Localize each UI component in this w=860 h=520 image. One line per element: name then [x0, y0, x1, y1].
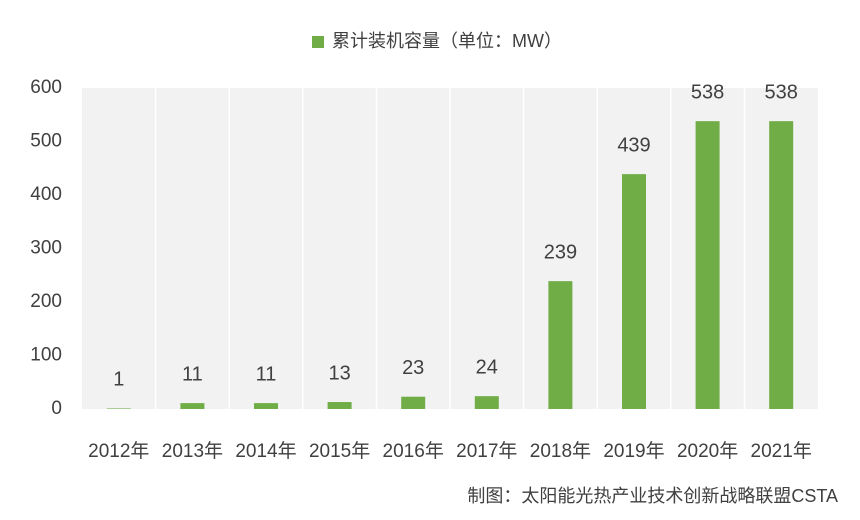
x-tick-label: 2018年 — [530, 440, 591, 462]
value-label: 538 — [765, 81, 798, 103]
bar — [327, 402, 352, 409]
value-label: 439 — [617, 134, 650, 156]
y-tick-label: 200 — [30, 291, 62, 312]
bar — [474, 396, 499, 409]
source-note: 制图：太阳能光热产业技术创新战略联盟CSTA — [467, 486, 838, 506]
value-label: 11 — [256, 363, 277, 385]
x-tick-label: 2017年 — [456, 440, 517, 462]
bar — [695, 121, 720, 410]
y-tick-label: 300 — [30, 238, 62, 259]
x-tick-label: 2013年 — [162, 440, 223, 462]
value-label: 11 — [182, 363, 203, 385]
bar — [106, 408, 131, 409]
x-tick-label: 2020年 — [677, 440, 738, 462]
y-tick-label: 500 — [30, 131, 62, 152]
x-tick-label: 2014年 — [235, 440, 296, 462]
y-tick-label: 100 — [30, 345, 62, 366]
bar — [548, 281, 573, 409]
bar — [622, 174, 646, 409]
value-label: 23 — [402, 357, 424, 379]
value-label: 1 — [113, 369, 124, 391]
legend-swatch — [312, 36, 324, 48]
bar — [769, 121, 794, 410]
x-tick-label: 2012年 — [88, 440, 149, 462]
x-tick-label: 2019年 — [603, 440, 664, 462]
value-label: 13 — [328, 362, 350, 384]
x-tick-label: 2021年 — [751, 440, 812, 462]
value-label: 538 — [691, 81, 724, 103]
y-tick-label: 600 — [30, 77, 62, 98]
value-label: 24 — [476, 356, 498, 378]
y-tick-label: 0 — [51, 398, 62, 419]
x-tick-label: 2016年 — [383, 440, 444, 462]
bar — [401, 396, 426, 409]
y-tick-label: 400 — [30, 184, 62, 205]
bar — [180, 403, 205, 409]
x-tick-label: 2015年 — [309, 440, 370, 462]
value-label: 239 — [544, 241, 577, 263]
legend-label: 累计装机容量（单位：MW） — [332, 31, 562, 51]
bar — [254, 403, 278, 409]
